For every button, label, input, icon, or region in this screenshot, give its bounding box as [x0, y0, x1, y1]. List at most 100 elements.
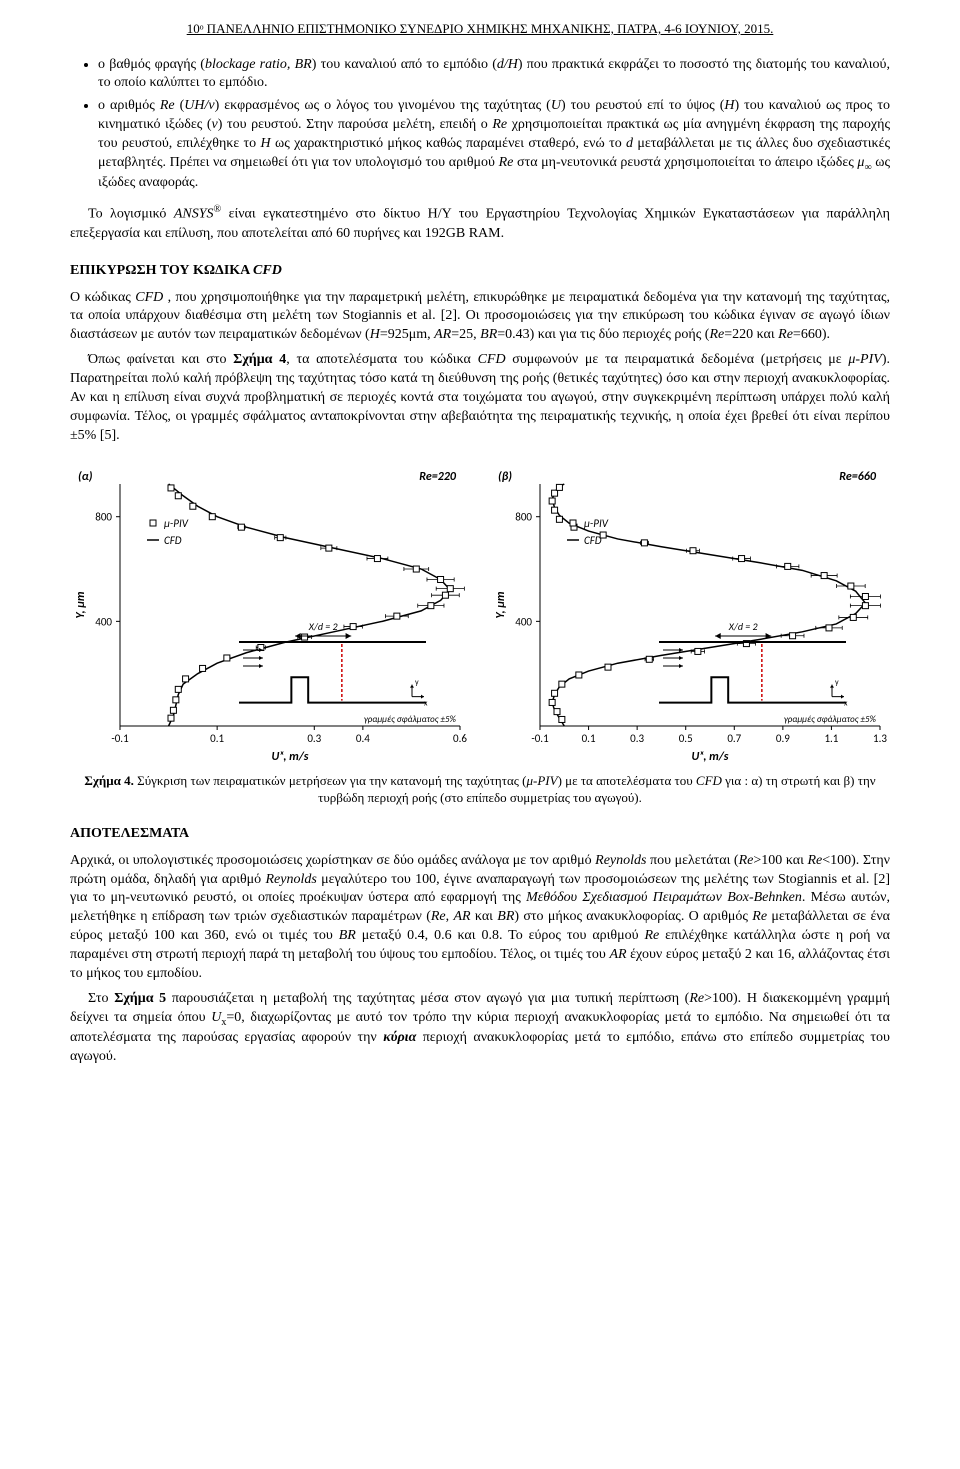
text-italic: CFD: [135, 290, 167, 305]
text: στα μη-νευτονικά ρευστά χρησιμοποιείται …: [513, 155, 857, 170]
text-italic: blockage ratio, BR: [205, 57, 312, 72]
text-bold: Σχήμα 4: [233, 352, 286, 367]
svg-text:Y, μm: Y, μm: [494, 591, 508, 618]
svg-text:Re=660: Re=660: [839, 470, 877, 484]
text: ) στο μήκος ανακυκλοφορίας. Ο αριθμός: [514, 909, 752, 924]
svg-text:0.5: 0.5: [679, 732, 693, 745]
text-italic: Re: [160, 98, 175, 113]
svg-text:γραμμές σφάλματος ±5%: γραμμές σφάλματος ±5%: [364, 714, 457, 725]
svg-text:Uₓ, m/s: Uₓ, m/s: [692, 750, 729, 764]
svg-text:(α): (α): [78, 470, 93, 484]
text: =660).: [793, 327, 830, 342]
svg-text:0.1: 0.1: [582, 732, 596, 745]
paragraph-cfd-2: Όπως φαίνεται και στο Σχήμα 4, τα αποτελ…: [70, 351, 890, 445]
svg-text:μ-PIV: μ-PIV: [584, 517, 609, 530]
text: Αρχικά, οι υπολογιστικές προσομοιώσεις χ…: [70, 853, 595, 868]
text-italic: Re: [807, 853, 822, 868]
text-italic: Re: [499, 155, 514, 170]
svg-text:400: 400: [95, 615, 112, 628]
text: =925μm,: [380, 327, 434, 342]
text: ο βαθμός φραγής (: [98, 57, 205, 72]
figure-4: (α) Re=220 400 800 -0.1 0.1 0.3 0.4 0.6 Y, μm Uₓ, …: [70, 466, 890, 766]
text-italic: AR: [609, 947, 626, 962]
svg-text:X/d = 2: X/d = 2: [308, 620, 338, 633]
text: ) εκφρασμένος ως ο λόγος του γινομένου τ…: [215, 98, 551, 113]
text-italic: μ-PIV: [526, 773, 557, 788]
text-italic: CFD: [696, 773, 722, 788]
text-italic: μ-PIV: [848, 352, 881, 367]
text: ) του ρευστού επί το ύψος (: [561, 98, 724, 113]
text-italic: Re: [492, 117, 507, 132]
text: ) με τα αποτελέσματα του: [558, 773, 696, 788]
text: μεταξύ 0.4, 0.6 και 0.8. Το εύρος του αρ…: [356, 928, 645, 943]
svg-text:y: y: [835, 677, 839, 687]
text: συμφωνούν με τα πειραματικά δεδομένα (με…: [506, 352, 849, 367]
text-bold: Σχήμα 4.: [84, 773, 134, 788]
svg-text:Y, μm: Y, μm: [74, 591, 88, 618]
svg-text:(β): (β): [498, 470, 512, 484]
svg-text:γραμμές σφάλματος ±5%: γραμμές σφάλματος ±5%: [784, 714, 877, 725]
svg-text:μ-PIV: μ-PIV: [164, 517, 189, 530]
svg-text:Re=220: Re=220: [419, 470, 457, 484]
svg-text:0.6: 0.6: [453, 732, 467, 745]
svg-text:Uₓ, m/s: Uₓ, m/s: [272, 750, 309, 764]
text-italic: H: [370, 327, 380, 342]
text: Όπως φαίνεται και στο: [88, 352, 233, 367]
text: ) του καναλιού από το εμπόδιο (: [312, 57, 497, 72]
paragraph-ansys: Το λογισμικό ANSYS® είναι εγκατεστημένο …: [70, 203, 890, 243]
text-italic: Μεθόδου Σχεδιασμού Πειραμάτων Box-Behnke…: [526, 890, 802, 905]
bullet-list: ο βαθμός φραγής (blockage ratio, BR) του…: [70, 56, 890, 194]
svg-text:0.7: 0.7: [727, 732, 741, 745]
svg-text:-0.1: -0.1: [531, 732, 549, 745]
text-sup: ®: [214, 204, 222, 215]
text-italic: Re: [778, 327, 793, 342]
svg-text:x: x: [844, 698, 848, 708]
text-italic: Re: [709, 327, 724, 342]
text-italic: UH/ν: [184, 98, 214, 113]
text: =0.43) και για τις δύο περιοχές ροής (: [497, 327, 709, 342]
text-sub: ∞: [864, 162, 871, 173]
text-italic: Re: [431, 909, 446, 924]
chart-b: (β)Re=660400800-0.10.10.30.50.70.91.11.3…: [490, 466, 890, 766]
text-bold: Σχήμα 5: [114, 991, 166, 1006]
svg-text:1.3: 1.3: [873, 732, 887, 745]
svg-text:X/d = 2: X/d = 2: [728, 620, 758, 633]
svg-text:0.3: 0.3: [307, 732, 321, 745]
paragraph-results-1: Αρχικά, οι υπολογιστικές προσομοιώσεις χ…: [70, 852, 890, 984]
text: Στο: [88, 991, 114, 1006]
bullet-1: ο βαθμός φραγής (blockage ratio, BR) του…: [98, 56, 890, 94]
svg-text:-0.1: -0.1: [111, 732, 129, 745]
text: Ο κώδικας: [70, 290, 135, 305]
svg-text:400: 400: [515, 615, 532, 628]
text: , τα αποτελέσματα του κώδικα: [286, 352, 477, 367]
text-italic: H: [261, 136, 271, 151]
paragraph-cfd-1: Ο κώδικας CFD , που χρησιμοποιήθηκε για …: [70, 289, 890, 346]
text-italic: Re: [689, 991, 704, 1006]
svg-text:y: y: [415, 677, 419, 687]
text-italic: BR: [480, 327, 497, 342]
text: ο αριθμός: [98, 98, 160, 113]
text-italic: d: [626, 136, 633, 151]
text: που μελετάται (: [646, 853, 738, 868]
section-results: ΑΠΟΤΕΛΕΣΜΑΤΑ: [70, 825, 890, 844]
text: ΕΠΙΚΥΡΩΣΗ ΤΟΥ ΚΩΔΙΚΑ: [70, 263, 253, 278]
text: παρουσιάζεται η μεταβολή της ταχύτητας μ…: [166, 991, 689, 1006]
text-italic: BR: [339, 928, 356, 943]
text-italic: U: [551, 98, 561, 113]
figure-4-caption: Σχήμα 4. Σύγκριση των πειραματικών μετρή…: [70, 772, 890, 807]
svg-text:0.9: 0.9: [776, 732, 790, 745]
svg-text:800: 800: [515, 510, 532, 523]
text-italic: CFD: [253, 263, 282, 278]
paragraph-results-2: Στο Σχήμα 5 παρουσιάζεται η μεταβολή της…: [70, 990, 890, 1067]
text-italic: H: [724, 98, 734, 113]
text-italic: ANSYS: [174, 207, 214, 222]
text-bold-italic: κύρια: [383, 1030, 416, 1045]
text-italic: U: [211, 1010, 221, 1025]
section-cfd-validation: ΕΠΙΚΥΡΩΣΗ ΤΟΥ ΚΩΔΙΚΑ CFD: [70, 262, 890, 281]
svg-text:0.4: 0.4: [356, 732, 370, 745]
bullet-2: ο αριθμός Re (UH/ν) εκφρασμένος ως ο λόγ…: [98, 97, 890, 193]
text-italic: Re: [752, 909, 767, 924]
svg-text:x: x: [424, 698, 428, 708]
svg-text:1.1: 1.1: [824, 732, 838, 745]
text-italic: Reynolds: [265, 872, 316, 887]
